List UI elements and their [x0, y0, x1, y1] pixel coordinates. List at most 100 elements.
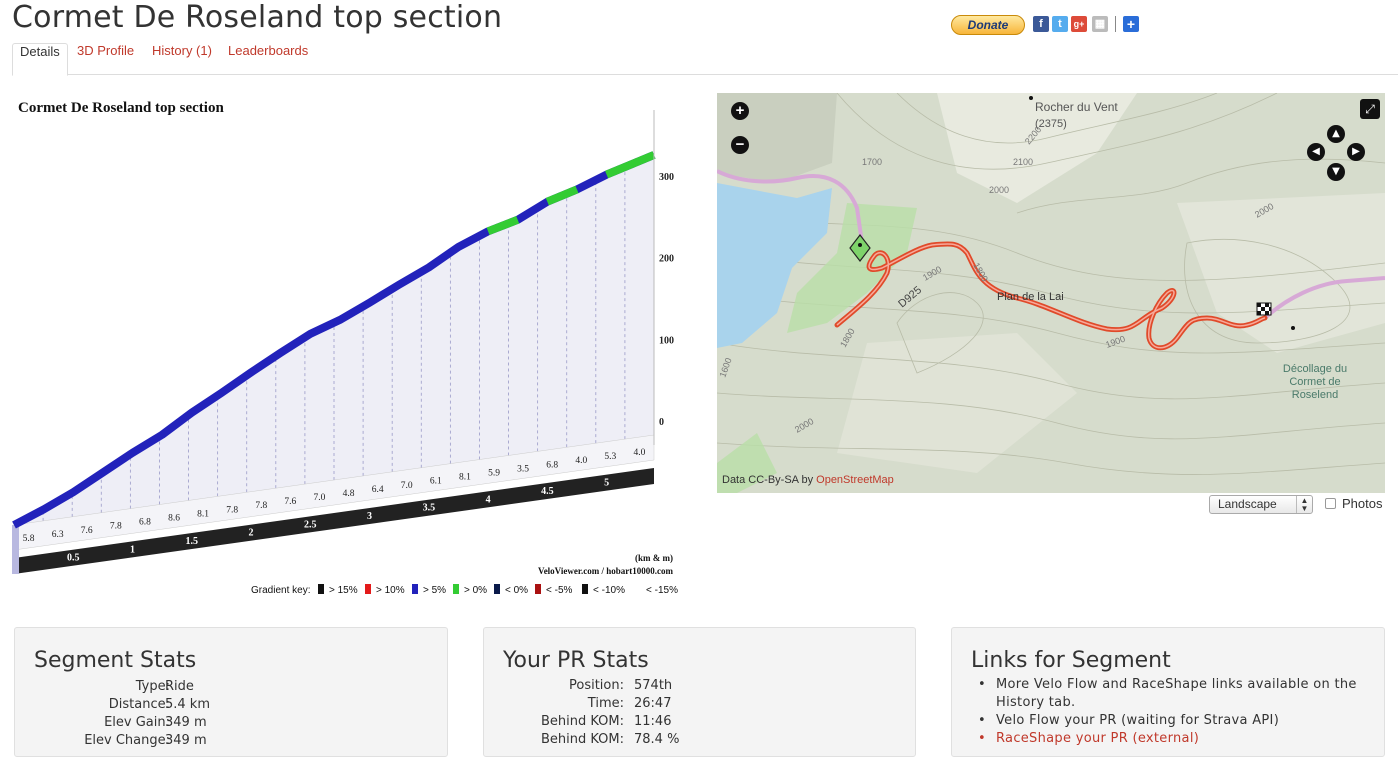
photos-label: Photos — [1342, 496, 1383, 511]
finish-flag-icon[interactable] — [1256, 302, 1272, 316]
x-tick-label: 1.5 — [186, 536, 199, 547]
route-map[interactable]: Rocher du Vent (2375) Plan de la Lai D92… — [717, 93, 1385, 493]
gradient-key-text: < -10% — [593, 585, 625, 596]
gradient-key-swatch — [365, 584, 371, 594]
segment-stats-title: Segment Stats — [34, 648, 197, 673]
y-tick-label: 100 — [659, 335, 674, 346]
svg-text:1700: 1700 — [862, 157, 882, 167]
map-orientation-select[interactable]: Landscape ▲ ▼ — [1209, 495, 1313, 514]
gradient-key-text: < -15% — [646, 585, 678, 596]
gradient-key-swatch — [318, 584, 324, 594]
gradient-key-text: > 0% — [464, 585, 487, 596]
x-tick-label: 1 — [130, 544, 135, 555]
terrain-ridge — [837, 333, 1077, 473]
forest-area — [787, 203, 917, 333]
tab-leaderboards[interactable]: Leaderboards — [228, 43, 309, 58]
tab-3d-profile[interactable]: 3D Profile — [77, 43, 135, 58]
stat-row-elev-gain: Elev Gain: 349 m — [104, 715, 207, 730]
list-item: Velo Flow your PR (waiting for Strava AP… — [978, 712, 1358, 730]
delicious-icon[interactable]: ▦ — [1092, 16, 1108, 32]
gradient-key-swatch — [494, 584, 500, 594]
gradient-label: 6.4 — [372, 485, 384, 495]
select-arrows-icon: ▲ ▼ — [1296, 496, 1312, 513]
map-label-landmark-3: Roselend — [1292, 389, 1338, 401]
gradient-label: 4.8 — [343, 489, 355, 499]
gradient-label: 6.8 — [139, 518, 151, 528]
pan-right-icon[interactable]: ▶ — [1347, 143, 1365, 161]
gradient-key-text: > 5% — [423, 585, 446, 596]
gradient-key-swatch — [535, 584, 541, 594]
svg-text:2100: 2100 — [1013, 157, 1033, 167]
zoom-in-button[interactable]: + — [731, 102, 749, 120]
terrain-ridge — [937, 93, 1137, 203]
gradient-label: 5.9 — [488, 469, 500, 479]
chart-credit: VeloViewer.com / hobart10000.com — [538, 566, 673, 576]
stat-row-behind-kom: Behind KOM: 11:46 — [540, 714, 672, 729]
gradient-label: 7.0 — [401, 481, 413, 491]
tab-bar: Details 3D Profile History (1) Leaderboa… — [12, 43, 1398, 76]
map-attribution: Data CC-By-SA by OpenStreetMap — [722, 474, 894, 486]
gradient-key-label: Gradient key: — [251, 585, 310, 596]
gradient-label: 8.6 — [168, 514, 180, 524]
gradient-label: 7.0 — [314, 493, 326, 503]
y-tick-label: 300 — [659, 172, 674, 183]
gradient-label: 6.3 — [52, 530, 64, 540]
gradient-label: 7.6 — [284, 497, 296, 507]
gradient-key-text: < -5% — [546, 585, 573, 596]
y-tick-label: 0 — [659, 417, 664, 428]
stat-row-distance: Distance: 5.4 km — [108, 697, 210, 712]
map-canvas[interactable]: Rocher du Vent (2375) Plan de la Lai D92… — [717, 93, 1385, 493]
pr-stats-panel: Your PR Stats Position: 574th Time: 26:47 … — [483, 627, 916, 757]
pr-stats-title: Your PR Stats — [503, 648, 649, 673]
x-tick-label: 5 — [604, 478, 609, 489]
start-marker[interactable] — [849, 234, 871, 262]
gradient-label: 4.0 — [575, 456, 587, 466]
tab-history[interactable]: History (1) — [152, 43, 212, 58]
gradient-label: 5.8 — [23, 534, 35, 544]
lake — [717, 183, 832, 348]
x-tick-label: 3.5 — [423, 503, 436, 514]
facebook-icon[interactable]: f — [1033, 16, 1049, 32]
gradient-label: 7.8 — [110, 522, 122, 532]
fullscreen-icon[interactable]: ⤢ — [1360, 99, 1380, 119]
gradient-label: 7.6 — [81, 526, 93, 536]
forest-area — [717, 433, 777, 493]
share-divider — [1115, 16, 1116, 32]
stat-row-behind-kom-pct: Behind KOM: 78.4 % — [540, 732, 680, 747]
pan-up-icon[interactable]: ▲ — [1327, 125, 1345, 143]
donate-button[interactable]: Donate — [951, 15, 1025, 35]
pan-down-icon[interactable]: ▼ — [1327, 163, 1345, 181]
addthis-icon[interactable]: + — [1123, 16, 1139, 32]
links-panel: Links for Segment More Velo Flow and Rac… — [951, 627, 1385, 757]
stat-row-position: Position: 574th — [569, 678, 673, 693]
zoom-out-button[interactable]: − — [731, 136, 749, 154]
chart-title: Cormet De Roseland top section — [18, 100, 224, 116]
page-title: Cormet De Roseland top section — [12, 0, 503, 35]
gradient-key-swatch — [453, 584, 459, 594]
list-item: More Velo Flow and RaceShape links avail… — [978, 676, 1358, 712]
photos-checkbox[interactable] — [1325, 498, 1336, 509]
pan-left-icon[interactable]: ◀ — [1307, 143, 1325, 161]
gradient-label: 3.5 — [517, 464, 529, 474]
twitter-icon[interactable]: t — [1052, 16, 1068, 32]
googleplus-icon[interactable]: g+ — [1071, 16, 1087, 32]
links-title: Links for Segment — [971, 648, 1171, 673]
photos-toggle[interactable]: Photos — [1325, 496, 1382, 511]
x-tick-label: 4 — [486, 494, 491, 505]
road-lower — [1263, 276, 1385, 320]
x-unit-label: (km & m) — [635, 553, 673, 563]
osm-link[interactable]: OpenStreetMap — [816, 474, 894, 486]
raceshape-link[interactable]: RaceShape your PR (external) — [978, 730, 1358, 748]
x-tick-label: 4.5 — [541, 486, 554, 497]
x-tick-label: 0.5 — [67, 553, 80, 564]
peak-dot — [1029, 96, 1033, 100]
profile-ribbon-moderate — [545, 185, 579, 206]
gradient-key-swatch — [412, 584, 418, 594]
map-label-peak-height: (2375) — [1035, 118, 1067, 130]
tab-details[interactable]: Details — [12, 43, 68, 76]
stat-row-type: Type: Ride — [135, 679, 194, 694]
gradient-key-text: > 10% — [376, 585, 405, 596]
gradient-label: 7.8 — [255, 501, 267, 511]
terrain-ridge — [1177, 193, 1385, 353]
gradient-label: 8.1 — [459, 473, 471, 483]
